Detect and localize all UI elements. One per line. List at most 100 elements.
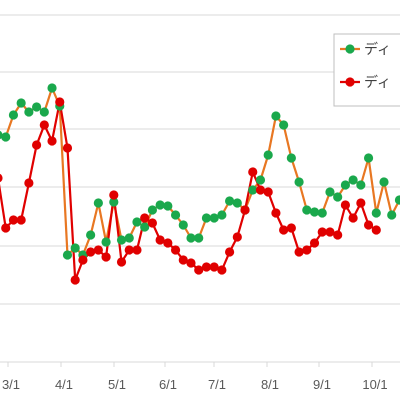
data-point: [31, 140, 42, 150]
data-point: [209, 262, 219, 272]
data-point: [116, 235, 127, 245]
data-point: [70, 275, 80, 285]
data-point: [194, 265, 204, 275]
x-tick-label: 5/1: [108, 377, 126, 392]
data-point: [279, 120, 289, 130]
data-point: [78, 255, 88, 265]
data-point: [363, 153, 374, 163]
data-point: [209, 213, 219, 223]
data-point: [70, 243, 80, 253]
data-point: [325, 227, 335, 237]
data-point: [8, 215, 19, 225]
data-point: [0, 173, 3, 183]
data-point: [55, 97, 65, 107]
data-point: [24, 178, 34, 188]
data-point: [132, 245, 142, 255]
x-tick-label: 4/1: [55, 377, 73, 392]
data-point: [240, 205, 250, 215]
data-point: [302, 205, 312, 215]
x-tick-label: 10/1: [362, 377, 387, 392]
data-point: [263, 187, 273, 197]
data-point: [170, 245, 181, 255]
data-point: [255, 175, 266, 185]
data-point: [170, 210, 181, 220]
data-point: [225, 247, 235, 257]
data-point: [124, 233, 134, 243]
data-point: [317, 208, 327, 218]
data-point: [201, 213, 212, 223]
legend-box: [333, 33, 400, 107]
data-point: [93, 245, 103, 255]
data-point: [201, 262, 212, 272]
data-point: [271, 111, 281, 121]
data-point: [379, 177, 389, 187]
data-point: [62, 250, 73, 260]
data-point: [271, 208, 281, 218]
data-point: [140, 213, 150, 223]
x-tick-label: 9/1: [313, 377, 331, 392]
data-point: [387, 210, 397, 220]
data-point: [232, 232, 242, 242]
data-point: [124, 245, 134, 255]
data-point: [47, 83, 57, 93]
data-point: [186, 233, 196, 243]
data-point: [356, 180, 366, 190]
legend-marker: [345, 77, 355, 87]
data-point: [155, 200, 165, 210]
x-tick-label: 6/1: [159, 377, 177, 392]
data-point: [147, 205, 157, 215]
data-point: [147, 218, 157, 228]
data-point: [248, 167, 258, 177]
data-point: [325, 187, 335, 197]
data-point: [286, 223, 296, 233]
data-point: [47, 136, 57, 146]
legend-label: ディ: [364, 41, 391, 58]
data-point: [340, 200, 350, 210]
data-point: [340, 180, 350, 190]
data-point: [155, 235, 165, 245]
gridlines: [0, 14, 400, 305]
data-point: [294, 247, 304, 257]
data-point: [309, 207, 320, 217]
data-point: [309, 238, 320, 248]
data-point: [348, 213, 358, 223]
data-point: [286, 153, 296, 163]
data-point: [263, 150, 273, 160]
data-point: [371, 208, 381, 218]
data-point: [279, 225, 289, 235]
data-point: [294, 177, 304, 187]
data-point: [371, 225, 381, 235]
data-point: [248, 185, 258, 195]
data-point: [24, 107, 34, 117]
data-point: [178, 255, 188, 265]
x-axis-ticks: 3/1 4/1 5/1 6/1 7/1 8/1 9/1 10/1: [2, 362, 388, 392]
data-point: [109, 190, 119, 200]
data-point: [317, 227, 327, 237]
data-point: [16, 98, 26, 108]
legend-marker: [345, 44, 355, 54]
data-point: [348, 175, 358, 185]
data-point: [93, 198, 103, 208]
data-point: [333, 230, 343, 240]
data-point: [255, 185, 266, 195]
data-point: [86, 247, 96, 257]
data-point: [101, 237, 111, 247]
data-point: [333, 192, 343, 202]
data-point: [302, 245, 312, 255]
legend-label: ディ: [364, 74, 391, 91]
data-point: [217, 265, 227, 275]
data-point: [1, 132, 11, 142]
data-point: [394, 195, 400, 205]
data-point: [217, 210, 227, 220]
x-tick-label: 3/1: [2, 377, 20, 392]
data-point: [194, 233, 204, 243]
data-point: [140, 222, 150, 232]
data-point: [116, 257, 127, 267]
data-point: [132, 217, 142, 227]
data-point: [16, 215, 26, 225]
data-point: [62, 143, 73, 153]
data-point: [225, 196, 235, 206]
data-point: [86, 230, 96, 240]
